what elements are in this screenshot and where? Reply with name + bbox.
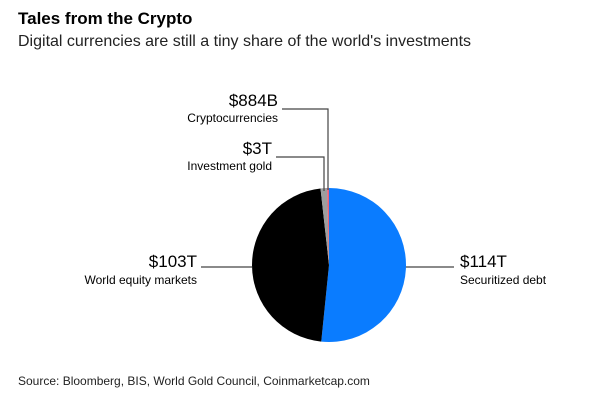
leader-line-investment-gold bbox=[276, 156, 325, 191]
chart-subtitle: Digital currencies are still a tiny shar… bbox=[18, 33, 472, 50]
category-label-cryptocurrencies: Cryptocurrencies bbox=[187, 111, 278, 125]
pie-slices bbox=[252, 188, 407, 342]
category-label-securitized-debt: Securitized debt bbox=[460, 273, 547, 287]
value-label-world-equity-markets: $103T bbox=[149, 252, 197, 271]
leader-line-cryptocurrencies bbox=[282, 108, 329, 190]
slice-labels: $114T Securitized debt $103T World equity m… bbox=[85, 91, 547, 287]
category-label-investment-gold: Investment gold bbox=[187, 159, 272, 173]
pie-slice-securitized-debt bbox=[321, 188, 407, 342]
chart-title: Tales from the Crypto bbox=[18, 9, 193, 28]
category-label-world-equity-markets: World equity markets bbox=[85, 273, 197, 287]
pie-slice-world-equity-markets bbox=[252, 188, 329, 342]
value-label-investment-gold: $3T bbox=[243, 139, 272, 158]
value-label-cryptocurrencies: $884B bbox=[229, 91, 278, 110]
pie-slice-investment-gold bbox=[320, 188, 329, 265]
pie-slice-cryptocurrencies bbox=[327, 188, 329, 265]
source-note: Source: Bloomberg, BIS, World Gold Counc… bbox=[18, 374, 370, 388]
leader-lines bbox=[201, 108, 454, 268]
value-label-securitized-debt: $114T bbox=[460, 252, 507, 271]
